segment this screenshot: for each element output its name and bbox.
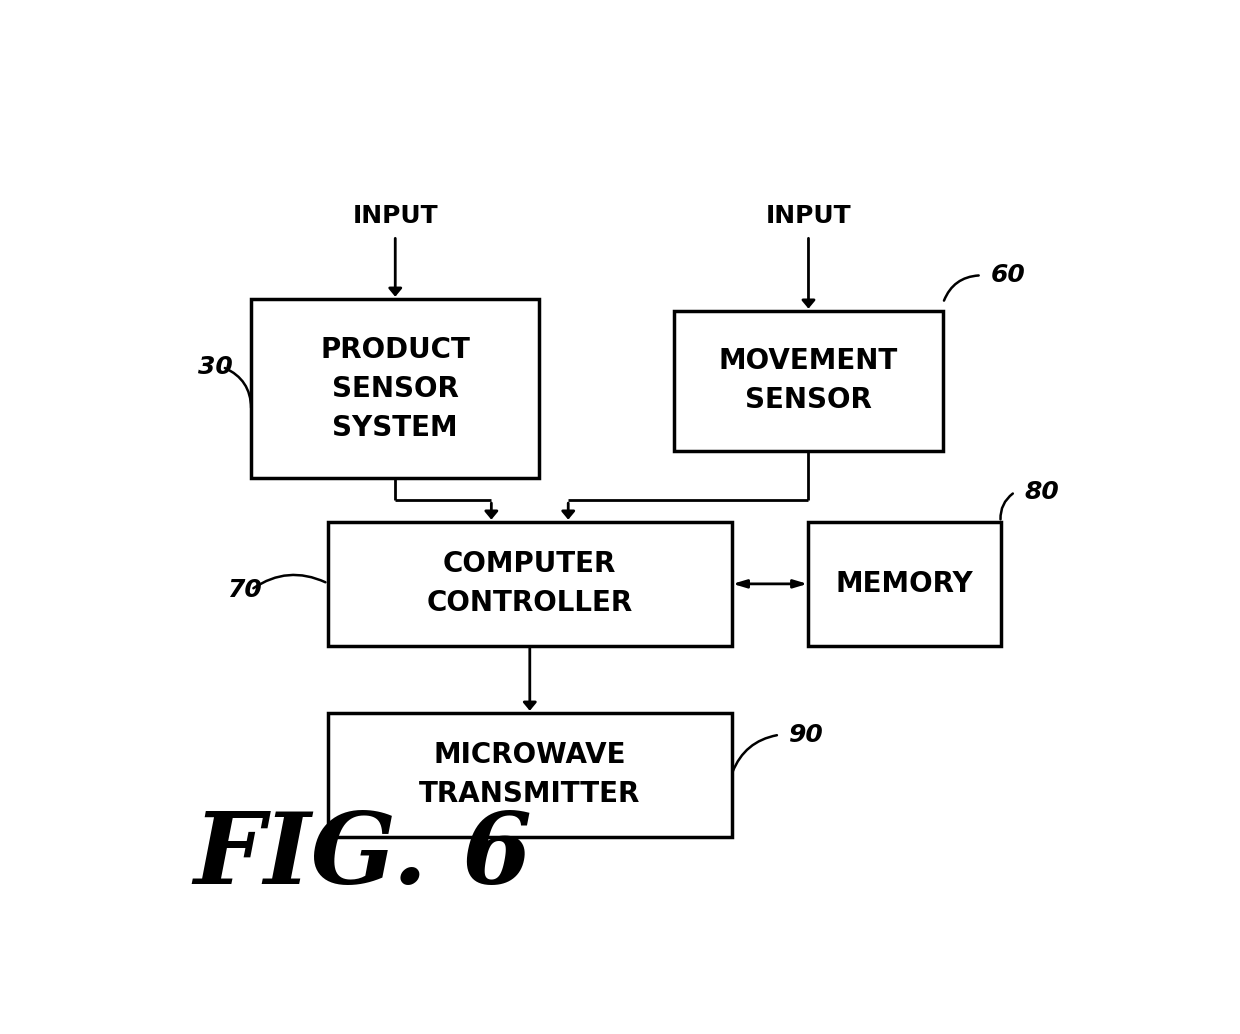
Text: MEMORY: MEMORY <box>836 570 973 598</box>
Bar <box>675 311 944 451</box>
Text: 60: 60 <box>991 264 1025 287</box>
Text: FIG. 6: FIG. 6 <box>193 808 532 905</box>
Text: INPUT: INPUT <box>765 204 852 227</box>
Bar <box>327 522 732 645</box>
Bar <box>808 522 1001 645</box>
Text: COMPUTER
CONTROLLER: COMPUTER CONTROLLER <box>427 550 632 617</box>
Text: 80: 80 <box>1024 480 1059 504</box>
Text: PRODUCT
SENSOR
SYSTEM: PRODUCT SENSOR SYSTEM <box>320 336 470 442</box>
Bar <box>250 299 539 479</box>
Text: MICROWAVE
TRANSMITTER: MICROWAVE TRANSMITTER <box>419 741 641 809</box>
Text: 70: 70 <box>227 578 262 602</box>
Text: 30: 30 <box>198 355 233 378</box>
Text: INPUT: INPUT <box>352 204 438 227</box>
Text: MOVEMENT
SENSOR: MOVEMENT SENSOR <box>719 347 898 415</box>
Text: 90: 90 <box>789 723 825 747</box>
Bar <box>327 713 732 837</box>
